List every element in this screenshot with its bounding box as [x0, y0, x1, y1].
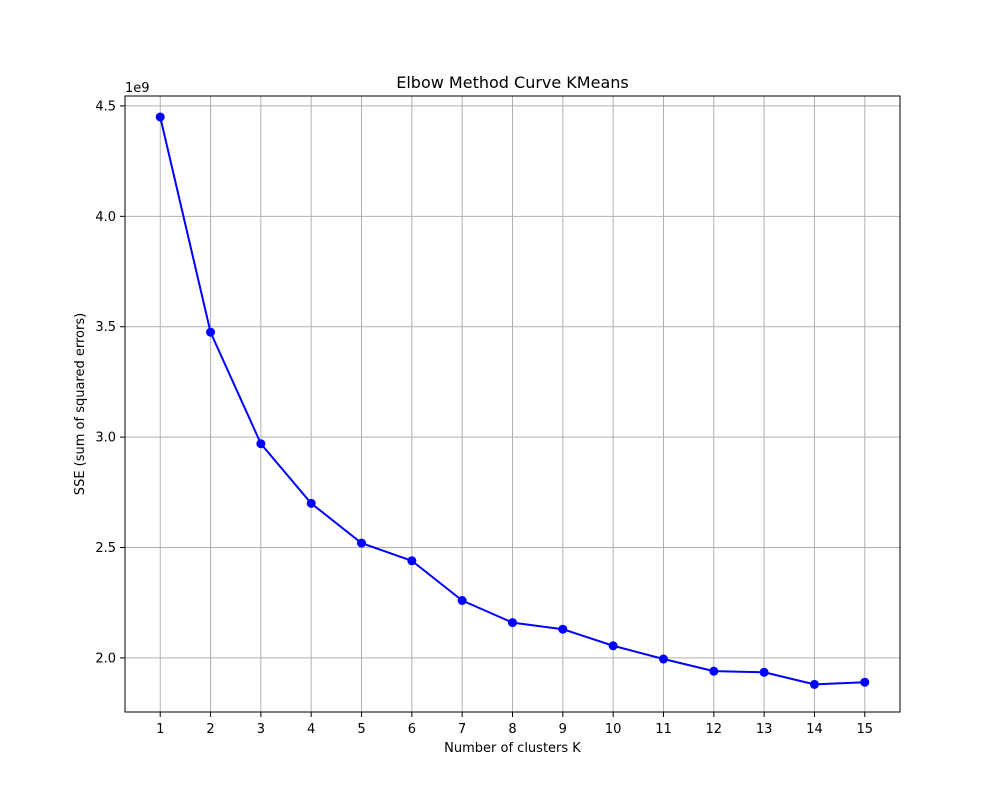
x-tick-label: 6: [408, 722, 416, 737]
chart-title: Elbow Method Curve KMeans: [396, 73, 628, 92]
data-point-marker: [658, 654, 668, 664]
x-tick-label: 1: [156, 722, 164, 737]
x-tick-label: 2: [206, 722, 214, 737]
y-tick-label: 2.0: [95, 651, 116, 666]
data-point-marker: [306, 498, 316, 508]
data-point-marker: [860, 677, 870, 687]
data-point-marker: [608, 641, 618, 651]
y-tick-label: 3.5: [95, 320, 116, 335]
x-tick-label: 14: [806, 722, 823, 737]
y-tick-label: 4.0: [95, 210, 116, 225]
x-tick-label: 11: [655, 722, 672, 737]
x-axis-label: Number of clusters K: [444, 741, 581, 756]
data-point-marker: [558, 624, 568, 634]
data-point-marker: [508, 618, 517, 628]
data-point-marker: [759, 667, 769, 677]
x-tick-label: 3: [257, 722, 265, 737]
x-tick-label: 10: [605, 722, 622, 737]
y-axis-label: SSE (sum of squared errors): [73, 313, 88, 495]
x-tick-label: 8: [508, 722, 516, 737]
y-tick-label: 3.0: [95, 431, 116, 446]
data-point-marker: [407, 556, 417, 566]
tick-layer: 1 2 3 4 5 6 7 8 9 10 11 12 13 14 152.02.53.03.54.04.5: [95, 99, 873, 737]
x-tick-label: 13: [756, 722, 773, 737]
y-tick-label: 4.5: [95, 99, 116, 114]
x-tick-label: 5: [357, 722, 365, 737]
data-point-marker: [709, 666, 719, 676]
x-tick-label: 9: [559, 722, 567, 737]
x-tick-label: 15: [856, 722, 873, 737]
data-point-marker: [809, 679, 819, 689]
data-point-marker: [357, 538, 367, 548]
data-point-marker: [256, 439, 266, 449]
data-point-marker: [206, 327, 216, 337]
x-tick-label: 7: [458, 722, 466, 737]
data-point-marker: [457, 596, 467, 606]
x-tick-label: 12: [706, 722, 723, 737]
y-axis-offset-label: 1e9: [125, 81, 150, 96]
x-tick-label: 4: [307, 722, 315, 737]
data-point-marker: [155, 112, 165, 122]
series-layer: [155, 112, 870, 689]
grid-layer: [125, 96, 900, 712]
y-tick-label: 2.5: [95, 541, 116, 556]
